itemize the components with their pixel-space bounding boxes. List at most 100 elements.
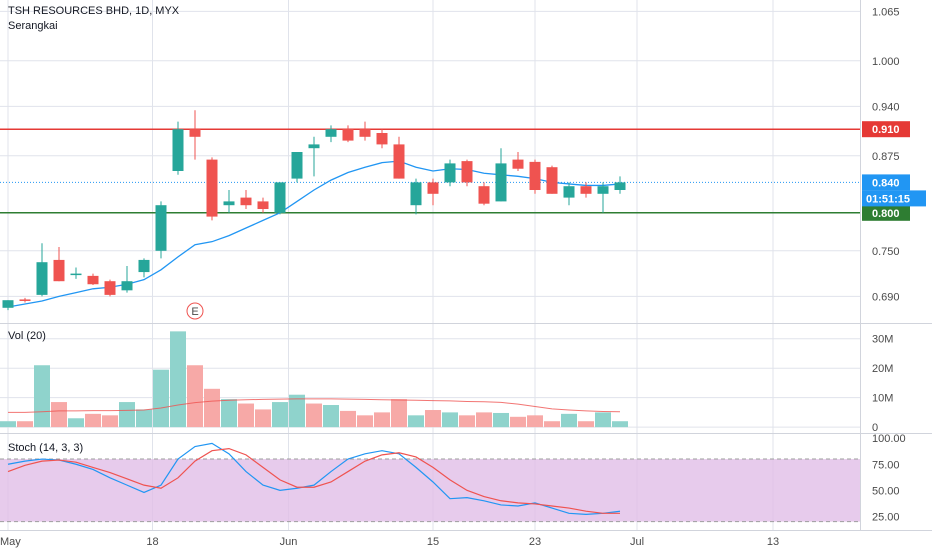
- event-marker: [186, 302, 204, 320]
- candle: [410, 178, 422, 215]
- candle-body: [70, 273, 82, 276]
- volume-bar: [255, 409, 271, 428]
- candle-body: [342, 129, 354, 141]
- volume-ma-line: [8, 398, 621, 413]
- candle: [308, 136, 320, 177]
- candle: [546, 165, 558, 194]
- volume-bar: [85, 413, 101, 428]
- candle-body: [546, 167, 558, 194]
- candle-body: [478, 186, 490, 204]
- volume-bar: [119, 402, 135, 428]
- time-tick-label: 13: [767, 536, 779, 548]
- chart-style-label: Serangkai: [8, 20, 58, 32]
- volume-bar: [68, 418, 84, 428]
- candle: [291, 152, 303, 183]
- volume-bar: [510, 416, 526, 428]
- candle: [240, 190, 252, 209]
- candle-body: [359, 129, 371, 137]
- candle-body: [206, 159, 218, 217]
- candle: [155, 201, 167, 259]
- price-tick-label: 1.065: [872, 6, 900, 18]
- volume-bar: [527, 415, 543, 428]
- axis-layer: 0.690 0.750 0.800 0.875 0.940 1.000 1.065 0.910…: [0, 6, 926, 548]
- volume-bar: [561, 413, 577, 428]
- candle-body: [121, 281, 133, 291]
- candle-body: [87, 275, 99, 285]
- candle-body: [529, 161, 541, 190]
- candle: [53, 247, 65, 282]
- volume-bar: [340, 410, 356, 428]
- stoch-band: [0, 458, 860, 523]
- stoch-tick-label: 100.00: [872, 433, 906, 445]
- candle: [614, 176, 626, 194]
- candle-body: [376, 133, 388, 145]
- candle-body: [172, 129, 184, 171]
- time-tick-label: 23: [529, 536, 541, 548]
- candle: [257, 197, 269, 213]
- candle: [325, 125, 337, 143]
- candle: [342, 125, 354, 143]
- volume-bar: [425, 410, 441, 428]
- candle: [70, 267, 82, 279]
- stoch-layer: [7, 442, 621, 515]
- candle: [138, 258, 150, 278]
- candle-body: [53, 259, 65, 282]
- candle: [427, 178, 439, 206]
- volume-bar: [306, 403, 322, 428]
- candle: [2, 300, 14, 311]
- volume-bar: [0, 421, 16, 428]
- candle: [580, 182, 592, 198]
- volume-bar: [187, 365, 203, 428]
- time-tick-label: May: [0, 536, 21, 548]
- candle: [223, 190, 235, 213]
- volume-bar: [595, 412, 611, 428]
- candle: [206, 157, 218, 221]
- candle-body: [155, 205, 167, 251]
- candle-body: [410, 182, 422, 206]
- candle-body: [36, 262, 48, 295]
- volume-bar: [408, 415, 424, 428]
- stoch-tick-label: 25.00: [872, 511, 900, 523]
- resistance-tag-label: 0.910: [872, 124, 900, 136]
- candle-body: [597, 186, 609, 194]
- countdown-label: 01:51:15: [866, 193, 910, 205]
- stoch-tick-label: 75.00: [872, 459, 900, 471]
- volume-bar: [34, 365, 50, 428]
- volume-bar: [136, 409, 152, 428]
- pane-separators: [0, 0, 932, 531]
- candle-body: [257, 201, 269, 209]
- candle-body: [512, 159, 524, 169]
- candle-body: [495, 163, 507, 202]
- stoch-pane-title: Stoch (14, 3, 3): [8, 442, 83, 454]
- time-tick-label: Jun: [280, 536, 298, 548]
- candle: [478, 182, 490, 206]
- candle-body: [444, 163, 456, 183]
- support-tag: [862, 204, 910, 221]
- time-tick-label: 18: [146, 536, 158, 548]
- candle-body: [274, 182, 286, 213]
- stoch-overbought-oversold-band: [0, 459, 860, 522]
- volume-bar: [357, 415, 373, 428]
- event-marker-label: E: [191, 306, 198, 318]
- price-tick-label: 0.940: [872, 101, 900, 113]
- resistance-tag: [862, 121, 910, 138]
- candle: [444, 159, 456, 187]
- time-tick-label: Jul: [630, 536, 644, 548]
- volume-bar: [17, 421, 33, 428]
- volume-bar: [578, 421, 594, 428]
- candle: [529, 159, 541, 194]
- candle-body: [189, 129, 201, 137]
- volume-bar: [544, 421, 560, 428]
- current-price-tag: [862, 174, 910, 191]
- price-tick-label: 0.690: [872, 291, 900, 303]
- volume-bar: [459, 415, 475, 428]
- candle-body: [580, 186, 592, 194]
- candle-body: [223, 201, 235, 206]
- volume-bar: [153, 369, 169, 428]
- candle: [172, 121, 184, 175]
- candle: [495, 148, 507, 202]
- candle: [597, 182, 609, 213]
- volume-bar: [170, 331, 186, 428]
